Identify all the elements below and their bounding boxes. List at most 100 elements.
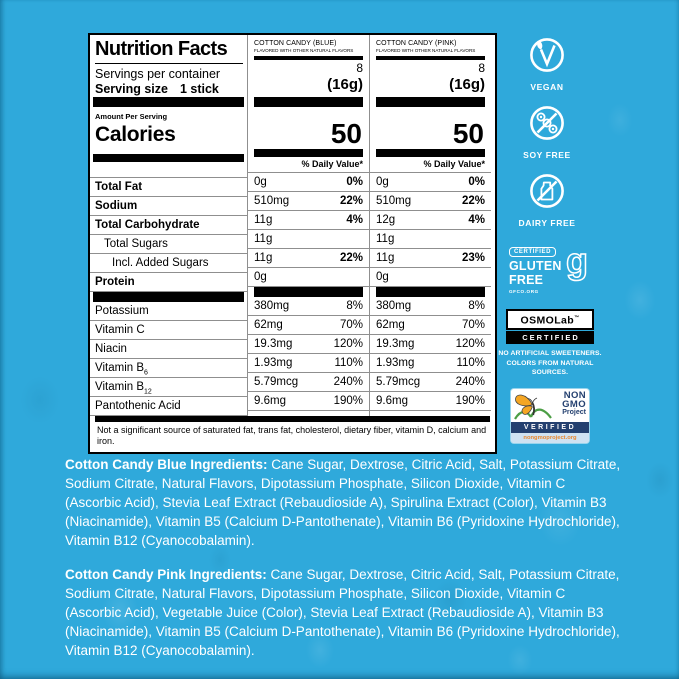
pink-sodium: 510mg 22%	[370, 192, 491, 211]
row-label-total-fat: Total Fat	[90, 178, 247, 197]
blue-total-carbohydrate: 11g 4%	[248, 211, 369, 230]
gluten-certified-label: CERTIFIED	[509, 247, 557, 257]
divider-bar	[376, 56, 485, 60]
pink-vitamin-b12: 5.79mcg 240%	[370, 373, 491, 392]
nongmo-verified-label: VERIFIED	[511, 422, 589, 433]
pink-serving-size: (16g)	[449, 76, 485, 93]
divider-bar	[90, 292, 247, 302]
row-label-pantothenic-acid: Pantothenic Acid	[90, 397, 247, 416]
pink-ingredients-body: Cane Sugar, Dextrose, Citric Acid, Salt,…	[65, 567, 620, 658]
divider-bar	[248, 97, 369, 107]
blue-ingredients-body: Cane Sugar, Dextrose, Citric Acid, Salt,…	[65, 457, 621, 548]
row-label-vitamin-b6: Vitamin B6	[90, 359, 247, 378]
calories-header-left: Amount Per Serving Calories	[90, 112, 247, 154]
butterfly-icon	[514, 394, 552, 420]
ingredients-section: Cotton Candy Blue Ingredients: Cane Suga…	[65, 455, 621, 660]
divider-bar	[248, 287, 369, 297]
pink-potassium: 380mg 8%	[370, 297, 491, 316]
pink-flavor-note: FLAVORED WITH OTHER NATURAL FLAVORS	[376, 48, 476, 53]
pink-ingredients-heading: Cotton Candy Pink Ingredients:	[65, 567, 267, 582]
non-gmo-project-verified-badge: NON GMO Project VERIFIED nongmoproject.o…	[511, 389, 589, 443]
claims-text: NO ARTIFICIAL SWEETENERS. COLORS FROM NA…	[497, 349, 603, 378]
divider-bar	[370, 287, 491, 297]
row-label-total-sugars: Total Sugars	[90, 235, 247, 254]
column-cotton-candy-pink: COTTON CANDY (PINK) FLAVORED WITH OTHER …	[369, 35, 491, 416]
vegan-icon	[530, 38, 564, 72]
divider-bar	[370, 97, 491, 107]
pink-total-carbohydrate: 12g 4%	[370, 211, 491, 230]
blue-niacin: 19.3mg 120%	[248, 335, 369, 354]
nutrition-facts-title: Nutrition Facts	[95, 38, 243, 64]
row-label-protein: Protein	[90, 273, 247, 292]
panel-header-left: Nutrition Facts Servings per container S…	[90, 35, 247, 97]
divider-bar	[248, 149, 369, 157]
calories-label: Calories	[95, 123, 176, 146]
pink-added-sugars: 11g 23%	[370, 249, 491, 268]
blue-column-name: COTTON CANDY (BLUE)	[254, 40, 337, 47]
soy-free-label: SOY FREE	[523, 150, 571, 160]
blue-serving-size: (16g)	[327, 76, 363, 93]
divider-bar	[370, 149, 491, 157]
blue-ingredients-paragraph: Cotton Candy Blue Ingredients: Cane Suga…	[65, 455, 621, 550]
svg-text:g: g	[566, 240, 588, 281]
row-label-vitamin-b12: Vitamin B12	[90, 378, 247, 397]
blue-vitamin-b6: 1.93mg 110%	[248, 354, 369, 373]
pink-ingredients-paragraph: Cotton Candy Pink Ingredients: Cane Suga…	[65, 565, 621, 660]
pink-total-sugars: 11g	[370, 230, 491, 249]
nutrition-columns: Nutrition Facts Servings per container S…	[90, 35, 495, 416]
blue-total-fat: 0g 0%	[248, 173, 369, 192]
osmolab-certified-label: CERTIFIED	[506, 330, 594, 344]
blue-calories-value: 50	[330, 118, 362, 149]
pink-vitamin-b6: 1.93mg 110%	[370, 354, 491, 373]
divider-bar	[90, 97, 247, 107]
row-label-added-sugars: Incl. Added Sugars	[90, 254, 247, 273]
pink-calories-value: 50	[452, 118, 484, 149]
nutrition-label-column: Nutrition Facts Servings per container S…	[90, 35, 247, 416]
nongmo-url: nongmoproject.org	[511, 433, 589, 443]
dairy-free-icon	[530, 174, 564, 208]
blue-pantothenic-acid: 9.6mg 190%	[248, 392, 369, 411]
row-label-sodium: Sodium	[90, 197, 247, 216]
gluten-word: GLUTEN	[509, 259, 562, 273]
blue-total-sugars: 11g	[248, 230, 369, 249]
divider-bar	[254, 56, 363, 60]
pink-vitamin-c: 62mg 70%	[370, 316, 491, 335]
pink-pantothenic-acid: 9.6mg 190%	[370, 392, 491, 411]
daily-value-spacer	[90, 162, 247, 178]
nutrition-footnote: Not a significant source of saturated fa…	[97, 425, 487, 446]
pink-protein: 0g	[370, 268, 491, 287]
blue-vitamin-b12: 5.79mcg 240%	[248, 373, 369, 392]
divider-bar	[90, 154, 247, 162]
row-label-potassium: Potassium	[90, 302, 247, 321]
pink-daily-value-header: % Daily Value*	[370, 157, 491, 173]
free-word: FREE	[509, 273, 544, 287]
gfco-org-label: GFCO.ORG	[509, 289, 539, 294]
row-label-vitamin-c: Vitamin C	[90, 321, 247, 340]
non-gmo-project-words: NON GMO Project	[562, 390, 586, 416]
claim-no-artificial-sweeteners: NO ARTIFICIAL SWEETENERS.	[498, 350, 602, 357]
pink-niacin: 19.3mg 120%	[370, 335, 491, 354]
servings-per-container-label: Servings per container	[95, 67, 221, 81]
osmolab-certified-badge: OSMOLab™ CERTIFIED	[506, 309, 594, 344]
certified-gluten-free-badge: CERTIFIED GLUTEN FREE g GFCO.ORG	[509, 240, 595, 294]
vegan-label: VEGAN	[530, 82, 564, 92]
nutrition-facts-panel: Nutrition Facts Servings per container S…	[88, 33, 497, 454]
dairy-free-label: DAIRY FREE	[518, 218, 576, 228]
soy-free-icon	[530, 106, 564, 140]
row-label-niacin: Niacin	[90, 340, 247, 359]
vegan-badge: VEGAN	[505, 36, 589, 92]
blue-potassium: 380mg 8%	[248, 297, 369, 316]
blue-sodium: 510mg 22%	[248, 192, 369, 211]
blue-column-header: COTTON CANDY (BLUE) FLAVORED WITH OTHER …	[248, 35, 369, 97]
dairy-free-badge: DAIRY FREE	[505, 172, 589, 228]
blue-added-sugars: 11g 22%	[248, 249, 369, 268]
pink-column-header: COTTON CANDY (PINK) FLAVORED WITH OTHER …	[370, 35, 491, 97]
divider-bar	[95, 416, 490, 422]
pink-total-fat: 0g 0%	[370, 173, 491, 192]
soy-free-badge: SOY FREE	[505, 104, 589, 160]
serving-size-line: Serving size 1 stick	[95, 82, 219, 96]
gluten-free-words: CERTIFIED GLUTEN FREE	[509, 240, 562, 286]
claim-natural-colors: COLORS FROM NATURAL SOURCES.	[506, 359, 594, 377]
row-label-total-carbohydrate: Total Carbohydrate	[90, 216, 247, 235]
